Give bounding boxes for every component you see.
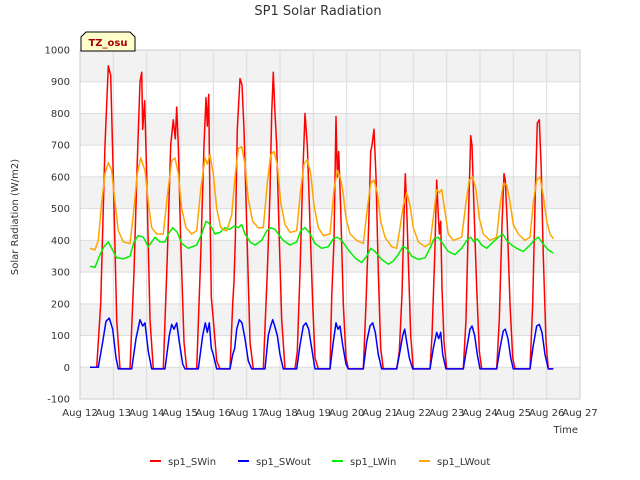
x-tick-label: Aug 20: [329, 408, 364, 419]
x-tick-label: Aug 25: [496, 408, 531, 419]
site-label-text: TZ_osu: [88, 38, 127, 49]
y-tick-label: 500: [51, 204, 70, 215]
y-tick-label: -100: [47, 395, 70, 406]
series-line-sp1_SWin: [90, 65, 554, 370]
x-tick-label: Aug 19: [296, 408, 331, 419]
site-label-box: [80, 31, 136, 52]
plot-band: [80, 208, 580, 241]
x-tick-label: Aug 21: [362, 408, 397, 419]
y-tick-label: 100: [51, 331, 70, 342]
legend-label-sp1_SWout: sp1_SWout: [256, 457, 311, 468]
y-tick-label: 800: [51, 109, 70, 120]
plot-band: [80, 303, 580, 336]
plot-band: [80, 113, 580, 146]
legend-label-sp1_LWout: sp1_LWout: [437, 457, 490, 468]
x-axis-title: Time: [553, 425, 578, 436]
plot-band: [80, 367, 580, 399]
plot-band: [80, 272, 580, 304]
plot-band: [80, 145, 580, 177]
plot-band: [80, 50, 580, 82]
site-label-badge: TZ_osu: [80, 31, 136, 52]
x-tick-label: Aug 26: [529, 408, 564, 419]
x-tick-label: Aug 12: [62, 408, 97, 419]
series-line-sp1_LWin: [89, 220, 554, 269]
series-line-sp1_LWout: [89, 146, 554, 251]
x-tick-label: Aug 14: [129, 408, 164, 419]
series-line-sp1_SWout: [90, 317, 554, 370]
y-tick-label: 1000: [45, 46, 70, 57]
x-tick-label: Aug 24: [462, 408, 497, 419]
y-tick-label: 200: [51, 299, 70, 310]
legend-label-sp1_LWin: sp1_LWin: [350, 457, 396, 468]
x-tick-label: Aug 16: [196, 408, 231, 419]
plot-band: [80, 240, 580, 273]
legend: sp1_SWin sp1_SWout sp1_LWin sp1_LWout: [150, 457, 490, 468]
y-tick-label: 300: [51, 268, 70, 279]
y-tick-label: 0: [64, 363, 70, 374]
x-tick-label: Aug 13: [96, 408, 131, 419]
x-tick-label: Aug 27: [562, 408, 597, 419]
plot-band: [80, 176, 580, 209]
x-tick-label: Aug 15: [162, 408, 197, 419]
legend-label-sp1_SWin: sp1_SWin: [168, 457, 216, 468]
y-axis-ticks: -100 0 100 200 300 400 500 600 700 800 900 1000: [45, 46, 70, 406]
x-tick-label: Aug 22: [396, 408, 431, 419]
y-axis-title: Solar Radiation (W/m2): [10, 159, 21, 275]
x-tick-label: Aug 17: [229, 408, 264, 419]
y-tick-label: 900: [51, 77, 70, 88]
series-layer: [89, 65, 554, 370]
plot-frame: [79, 49, 581, 400]
plot-bands: [80, 50, 580, 399]
x-tick-label: Aug 18: [262, 408, 297, 419]
x-tick-label: Aug 23: [429, 408, 464, 419]
y-tick-label: 600: [51, 172, 70, 183]
chart-title: SP1 Solar Radiation: [254, 4, 381, 19]
y-tick-label: 400: [51, 236, 70, 247]
plot-band: [80, 81, 580, 114]
y-tick-label: 700: [51, 141, 70, 152]
